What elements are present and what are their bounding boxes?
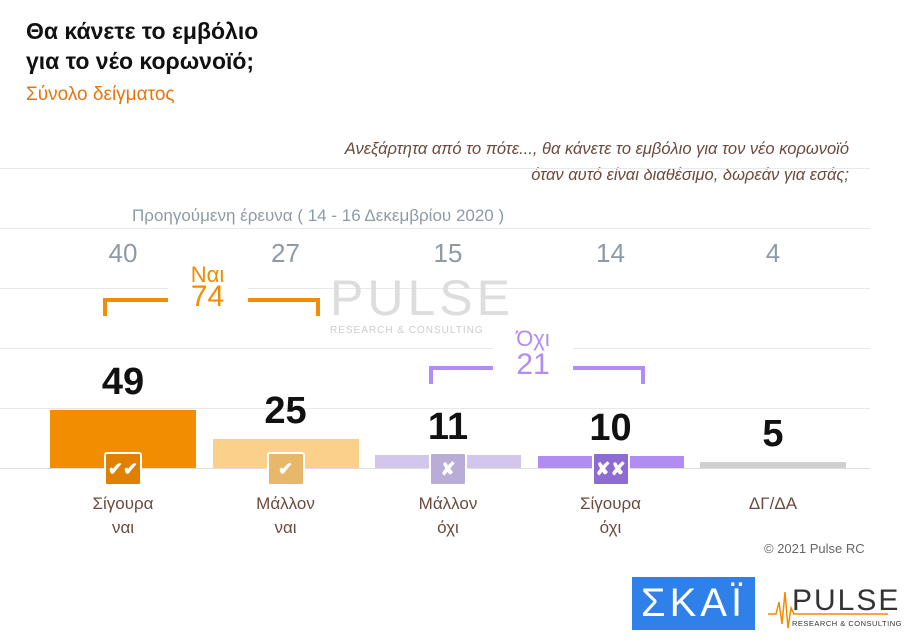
category-label: ΔΓ/ΔΑ (700, 492, 846, 516)
question-text: Ανεξάρτητα από το πότε..., θα κάνετε το … (344, 140, 849, 184)
category-label-line: ναι (274, 518, 297, 537)
gridline (0, 168, 870, 169)
category-label-line: Μάλλον (418, 494, 478, 513)
previous-survey-label: Προηγούμενη έρευνα ( 14 - 16 Δεκεμβρίου … (132, 206, 505, 225)
previous-value: 15 (433, 238, 463, 268)
svg-text:RESEARCH & CONSULTING: RESEARCH & CONSULTING (792, 619, 902, 628)
data-label: 10 (589, 407, 632, 450)
gridline (0, 288, 870, 289)
svg-text:PULSE: PULSE (792, 584, 900, 617)
cross-icon: ✘✘ (591, 452, 630, 486)
chart-subtitle: Σύνολο δείγματος (26, 84, 175, 105)
previous-value: 40 (108, 238, 138, 268)
category-label-line: Μάλλον (256, 494, 315, 513)
data-label: 5 (762, 413, 784, 456)
category-label-line: ναι (111, 518, 135, 537)
category-label: Σίγουρα ναι (50, 492, 196, 540)
group-label: Όχι (516, 326, 550, 351)
category-label-line: ΔΓ/ΔΑ (748, 494, 798, 513)
check-icon: ✔ (266, 452, 305, 486)
category-label: Μάλλον ναι (213, 492, 359, 540)
group-total: 74 (167, 280, 248, 314)
data-label: 11 (427, 406, 469, 449)
category-label-line: Σίγουρα (579, 494, 642, 513)
group-total: 21 (493, 348, 573, 382)
pulse-logo: PULSE RESEARCH & CONSULTING (768, 584, 902, 629)
previous-value: 4 (765, 238, 781, 268)
cross-icon: ✘ (429, 452, 467, 486)
check-icon: ✔✔ (104, 452, 142, 486)
previous-value: 27 (271, 238, 300, 268)
group-label: Ναι (190, 262, 225, 287)
chart-title: Θα κάνετε το εμβόλιο για το νέο κορωνοϊό; (26, 18, 259, 74)
skai-logo: ΣΚΑΪ (632, 577, 755, 630)
data-label: 25 (264, 389, 307, 432)
bar (700, 462, 846, 468)
category-label-line: Σίγουρα (92, 494, 154, 513)
previous-value: 14 (596, 238, 625, 268)
category-label-line: όχι (599, 518, 622, 537)
watermark-sub: RESEARCH & CONSULTING (330, 325, 484, 336)
gridline (0, 228, 870, 229)
category-label: Σίγουρα όχι (538, 492, 684, 540)
data-label: 49 (101, 361, 145, 404)
gridline (0, 408, 870, 409)
watermark-pulse: PULSE (330, 270, 514, 326)
category-label-line: όχι (437, 518, 459, 537)
category-label: Μάλλον όχι (375, 492, 521, 540)
gridline (0, 348, 870, 349)
copyright: © 2021 Pulse RC (764, 541, 865, 556)
